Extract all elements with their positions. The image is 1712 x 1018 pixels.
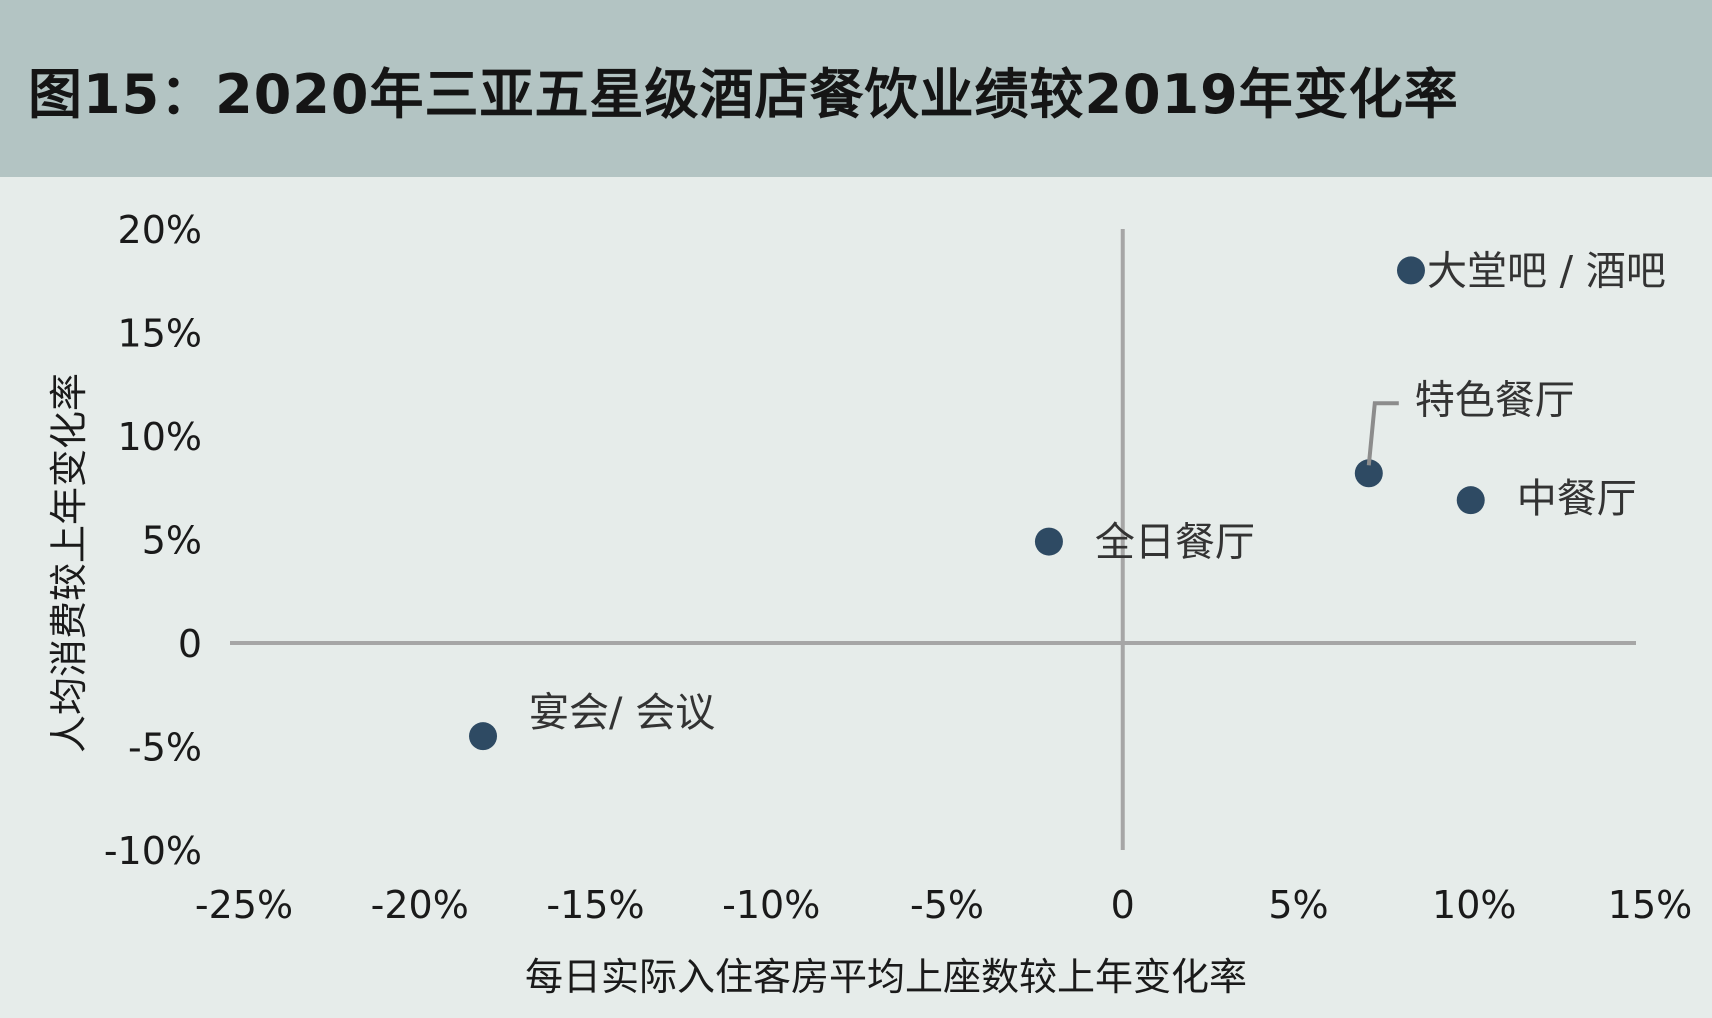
data-point xyxy=(1354,459,1383,488)
x-tick-label: -25% xyxy=(195,883,293,927)
chart-title: 图15：2020年三亚五星级酒店餐饮业绩较2019年变化率 xyxy=(28,63,1459,126)
data-point xyxy=(1034,527,1063,556)
y-tick-labels: 20% 15% 10% 5% 0 -5% -10% xyxy=(104,208,202,873)
data-point xyxy=(1396,256,1425,285)
chart-header: 图15：2020年三亚五星级酒店餐饮业绩较2019年变化率 xyxy=(0,0,1712,177)
data-point xyxy=(469,722,498,751)
data-points xyxy=(469,256,1485,751)
point-label: 全日餐厅 xyxy=(1095,520,1255,566)
y-tick-label: -10% xyxy=(104,829,202,873)
x-axis-title: 每日实际入住客房平均上座数较上年变化率 xyxy=(525,955,1247,999)
y-tick-label: -5% xyxy=(128,726,202,770)
point-label: 大堂吧 / 酒吧 xyxy=(1427,248,1666,294)
x-tick-label: -20% xyxy=(371,883,469,927)
y-tick-label: 0 xyxy=(178,622,202,666)
y-tick-label: 20% xyxy=(118,208,202,252)
point-label: 中餐厅 xyxy=(1517,476,1637,522)
y-tick-label: 10% xyxy=(118,415,202,459)
x-tick-label: -15% xyxy=(546,883,644,927)
x-tick-label: -10% xyxy=(722,883,820,927)
x-tick-label: 5% xyxy=(1268,883,1328,927)
y-axis-title: 人均消费较上年变化率 xyxy=(47,373,91,753)
x-tick-label: 10% xyxy=(1432,883,1516,927)
x-tick-label: -5% xyxy=(910,883,984,927)
data-point xyxy=(1456,486,1485,515)
x-tick-labels: -25% -20% -15% -10% -5% 0 5% 10% 15% xyxy=(195,883,1692,927)
point-label: 特色餐厅 xyxy=(1415,377,1575,423)
x-tick-label: 0 xyxy=(1111,883,1135,927)
x-tick-label: 15% xyxy=(1608,883,1692,927)
leader-line xyxy=(1366,401,1399,466)
axes-group xyxy=(230,229,1636,850)
y-tick-label: 15% xyxy=(118,312,202,356)
point-label: 宴会/ 会议 xyxy=(529,690,715,736)
y-tick-label: 5% xyxy=(142,519,202,563)
